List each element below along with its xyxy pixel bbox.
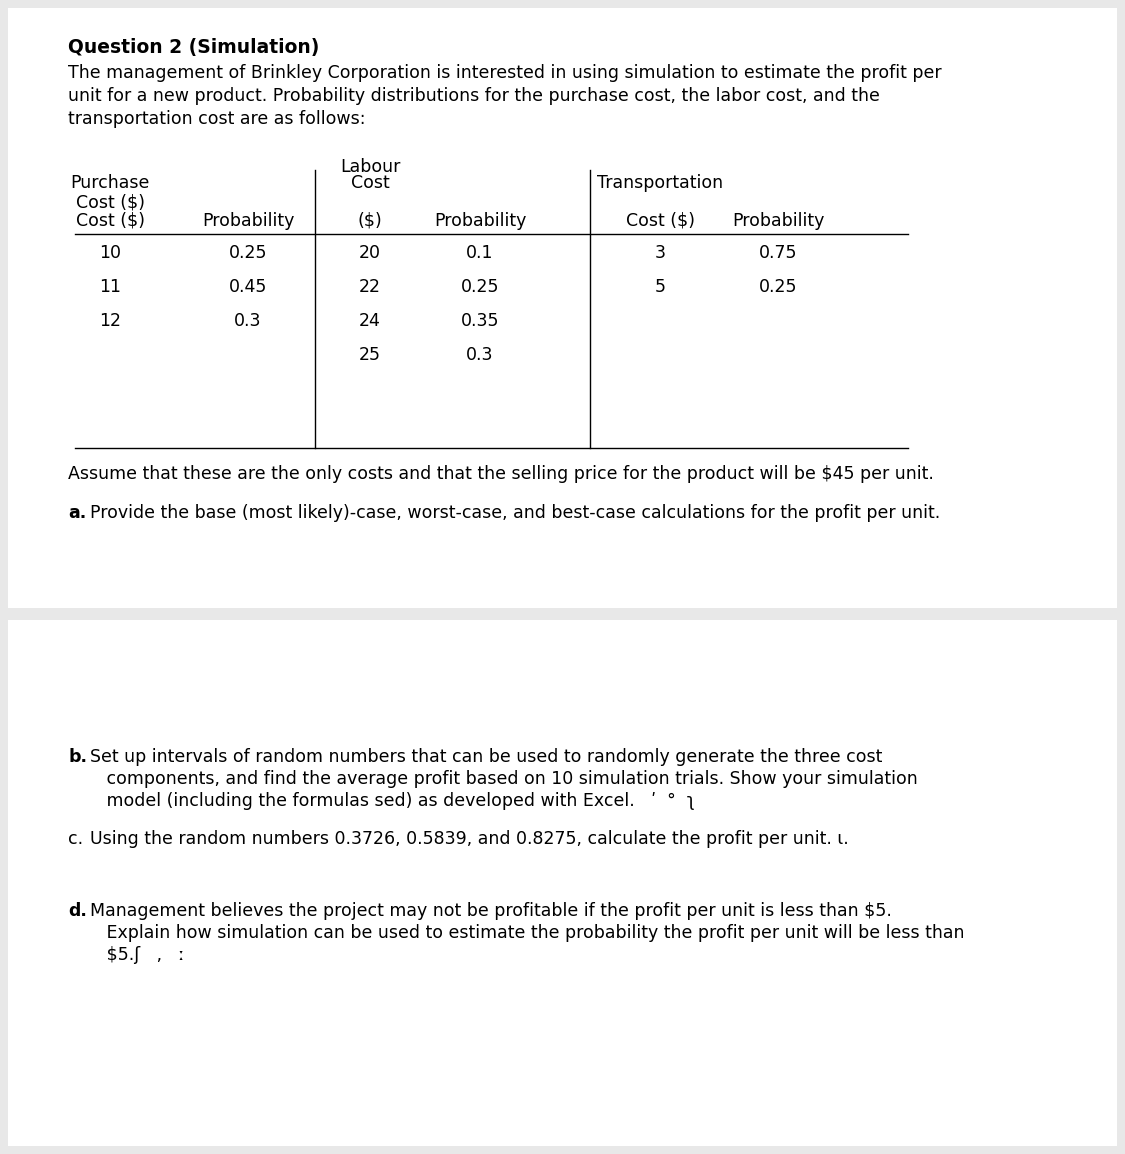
- Text: Probability: Probability: [201, 212, 295, 230]
- Text: b.: b.: [68, 748, 87, 766]
- Text: 0.3: 0.3: [466, 346, 494, 364]
- Text: Purchase: Purchase: [70, 174, 150, 192]
- Text: The management of Brinkley Corporation is interested in using simulation to esti: The management of Brinkley Corporation i…: [68, 63, 942, 82]
- Text: Explain how simulation can be used to estimate the probability the profit per un: Explain how simulation can be used to es…: [90, 924, 964, 942]
- Text: 12: 12: [99, 312, 122, 330]
- Text: Using the random numbers 0.3726, 0.5839, and 0.8275, calculate the profit per un: Using the random numbers 0.3726, 0.5839,…: [90, 830, 848, 848]
- Text: model (including the formulas sed) as developed with Excel.   ʹ  °  ʅ: model (including the formulas sed) as de…: [90, 792, 695, 810]
- Text: Provide the base (most likely)-case, worst-case, and best-case calculations for : Provide the base (most likely)-case, wor…: [90, 504, 940, 522]
- Text: Cost: Cost: [351, 174, 389, 192]
- Text: 24: 24: [359, 312, 381, 330]
- FancyBboxPatch shape: [8, 8, 1117, 608]
- Text: a.: a.: [68, 504, 87, 522]
- Text: transportation cost are as follows:: transportation cost are as follows:: [68, 110, 366, 128]
- Text: 0.45: 0.45: [228, 278, 268, 295]
- Text: Cost ($): Cost ($): [75, 193, 144, 211]
- Text: 11: 11: [99, 278, 122, 295]
- FancyBboxPatch shape: [8, 620, 1117, 1146]
- Text: 0.35: 0.35: [461, 312, 500, 330]
- Text: 5: 5: [655, 278, 666, 295]
- Text: 0.25: 0.25: [758, 278, 798, 295]
- Text: Probability: Probability: [434, 212, 526, 230]
- Text: 25: 25: [359, 346, 381, 364]
- Text: Cost ($): Cost ($): [626, 212, 694, 230]
- Text: 20: 20: [359, 243, 381, 262]
- Text: Assume that these are the only costs and that the selling price for the product : Assume that these are the only costs and…: [68, 465, 934, 484]
- Text: Management believes the project may not be profitable if the profit per unit is : Management believes the project may not …: [90, 902, 892, 920]
- Text: 10: 10: [99, 243, 122, 262]
- Text: 22: 22: [359, 278, 381, 295]
- Text: 0.1: 0.1: [466, 243, 494, 262]
- Text: 0.25: 0.25: [461, 278, 500, 295]
- Text: c.: c.: [68, 830, 83, 848]
- Text: ($): ($): [358, 212, 382, 230]
- Text: 0.25: 0.25: [228, 243, 268, 262]
- Text: Labour: Labour: [340, 158, 400, 177]
- Text: Cost ($): Cost ($): [75, 212, 144, 230]
- Text: d.: d.: [68, 902, 87, 920]
- Text: Set up intervals of random numbers that can be used to randomly generate the thr: Set up intervals of random numbers that …: [90, 748, 882, 766]
- Text: 3: 3: [655, 243, 666, 262]
- Text: $5.ʃ   ,   ː: $5.ʃ , ː: [90, 946, 184, 964]
- Text: Probability: Probability: [732, 212, 825, 230]
- Text: 0.75: 0.75: [758, 243, 798, 262]
- Text: unit for a new product. Probability distributions for the purchase cost, the lab: unit for a new product. Probability dist…: [68, 87, 880, 105]
- Text: Question 2 (Simulation): Question 2 (Simulation): [68, 38, 320, 57]
- Text: Transportation: Transportation: [597, 174, 723, 192]
- Text: components, and find the average profit based on 10 simulation trials. Show your: components, and find the average profit …: [90, 770, 918, 788]
- Text: 0.3: 0.3: [234, 312, 262, 330]
